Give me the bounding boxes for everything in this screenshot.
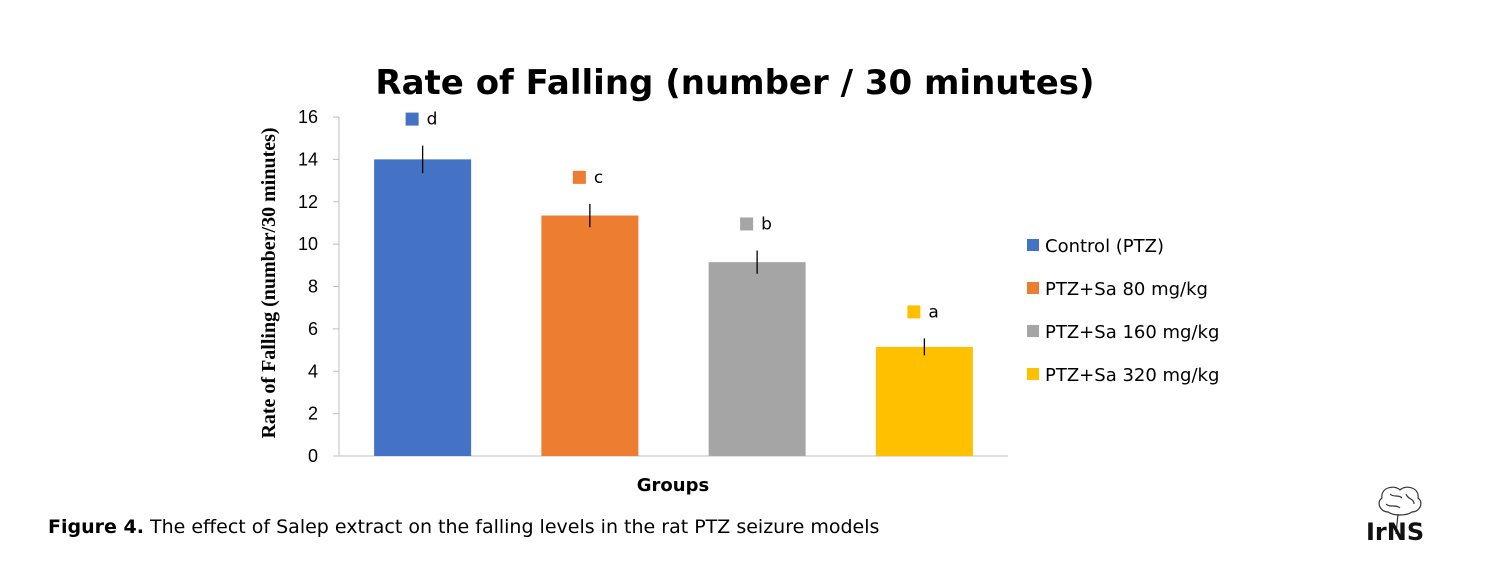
- y-tick-label: 2: [308, 404, 318, 424]
- legend-swatch: [1027, 239, 1039, 251]
- chart-title: Rate of Falling (number / 30 minutes): [375, 63, 1094, 103]
- y-tick-label: 12: [298, 192, 318, 212]
- caption-lead: Figure 4.: [48, 516, 144, 538]
- bars: d c b a: [374, 110, 973, 456]
- significance-label: b: [761, 214, 772, 234]
- significance-label: c: [594, 168, 603, 188]
- y-tick-label: 0: [308, 446, 318, 466]
- legend-entry: Control (PTZ): [1045, 236, 1164, 257]
- significance-marker: [572, 170, 586, 184]
- x-axis-label: Groups: [637, 475, 709, 496]
- y-tick-label: 8: [308, 277, 318, 297]
- bar: [374, 159, 472, 456]
- y-tick-label: 10: [298, 234, 318, 254]
- y-tick-label: 4: [308, 361, 318, 381]
- legend-entry: PTZ+Sa 80 mg/kg: [1045, 279, 1208, 300]
- brain-icon: IrNS: [1366, 486, 1424, 546]
- legend: Control (PTZ) PTZ+Sa 80 mg/kg PTZ+Sa 160 m…: [1027, 236, 1219, 386]
- figure-caption: Figure 4. The effect of Salep extract on…: [48, 516, 879, 538]
- legend-swatch: [1027, 368, 1039, 380]
- bar: [708, 262, 806, 456]
- y-tick-label: 14: [298, 149, 318, 169]
- significance-label: d: [427, 110, 438, 130]
- y-axis-label: Rate of Falling (number/30 minutes): [258, 127, 280, 438]
- legend-entry: PTZ+Sa 320 mg/kg: [1045, 365, 1219, 386]
- y-tick-label: 16: [298, 107, 318, 127]
- significance-marker: [907, 305, 921, 319]
- bar: [875, 346, 973, 456]
- legend-entry: PTZ+Sa 160 mg/kg: [1045, 322, 1219, 343]
- significance-marker: [405, 112, 419, 126]
- logo-text: IrNS: [1366, 518, 1424, 546]
- legend-swatch: [1027, 282, 1039, 294]
- legend-swatch: [1027, 325, 1039, 337]
- significance-marker: [740, 217, 754, 231]
- bar: [541, 215, 639, 456]
- caption-text: The effect of Salep extract on the falli…: [143, 516, 880, 538]
- significance-label: a: [928, 302, 938, 322]
- y-tick-label: 6: [308, 319, 318, 339]
